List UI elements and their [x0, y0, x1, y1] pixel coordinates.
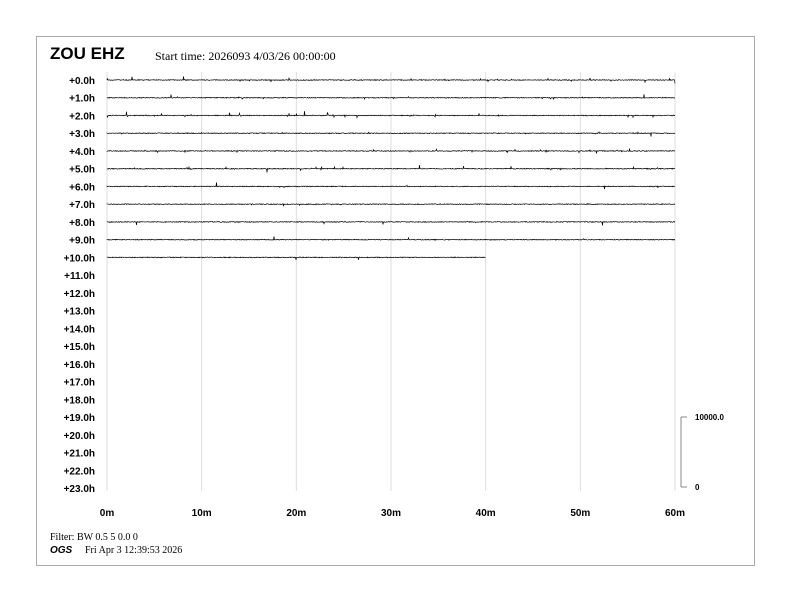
- seismic-trace: [106, 148, 676, 154]
- station-title: ZOU EHZ: [50, 44, 125, 63]
- row-label: +6.0h: [69, 182, 95, 193]
- row-label: +5.0h: [69, 165, 95, 176]
- x-tick-label: 0m: [100, 508, 115, 519]
- row-label: +17.0h: [64, 378, 95, 389]
- row-label: +1.0h: [69, 94, 95, 105]
- row-label: +19.0h: [64, 413, 95, 424]
- scale-top-label: 10000.0: [695, 413, 724, 422]
- row-label: +16.0h: [64, 360, 95, 371]
- row-label: +20.0h: [64, 431, 95, 442]
- row-label: +12.0h: [64, 289, 95, 300]
- start-time: Start time: 2026093 4/03/26 00:00:00: [155, 49, 336, 63]
- row-label: +14.0h: [64, 324, 95, 335]
- row-label: +3.0h: [69, 129, 95, 140]
- x-tick-label: 60m: [665, 508, 685, 519]
- seismic-trace: [106, 76, 676, 84]
- x-tick-label: 50m: [570, 508, 590, 519]
- plot-frame: [36, 36, 755, 566]
- row-label: +21.0h: [64, 449, 95, 460]
- row-label: +9.0h: [69, 236, 95, 247]
- row-label: +11.0h: [64, 271, 95, 282]
- row-label: +22.0h: [64, 466, 95, 477]
- seismic-trace: [106, 236, 676, 241]
- row-label: +7.0h: [69, 200, 95, 211]
- seismic-trace: [106, 202, 676, 207]
- seismic-trace: [106, 164, 676, 173]
- x-tick-label: 40m: [476, 508, 496, 519]
- row-label: +15.0h: [64, 342, 95, 353]
- scale-bottom-label: 0: [695, 483, 700, 492]
- row-label: +0.0h: [69, 76, 95, 87]
- row-label: +2.0h: [69, 111, 95, 122]
- seismic-trace: [106, 220, 676, 226]
- seismic-trace: [106, 111, 676, 119]
- seismic-trace: [106, 131, 676, 137]
- row-label: +4.0h: [69, 147, 95, 158]
- row-label: +23.0h: [64, 484, 95, 495]
- x-tick-label: 20m: [286, 508, 306, 519]
- x-tick-label: 30m: [381, 508, 401, 519]
- row-label: +8.0h: [69, 218, 95, 229]
- row-label: +13.0h: [64, 307, 95, 318]
- row-label: +18.0h: [64, 395, 95, 406]
- x-tick-label: 10m: [192, 508, 212, 519]
- generated-time: Fri Apr 3 12:39:53 2026: [85, 545, 183, 556]
- seismic-trace: [106, 94, 675, 101]
- agency-label: OGS: [50, 545, 73, 556]
- seismic-trace: [106, 182, 676, 190]
- seismic-trace: [106, 256, 486, 260]
- filter-label: Filter: BW 0.5 5 0.0 0: [50, 532, 138, 543]
- row-label: +10.0h: [64, 253, 95, 264]
